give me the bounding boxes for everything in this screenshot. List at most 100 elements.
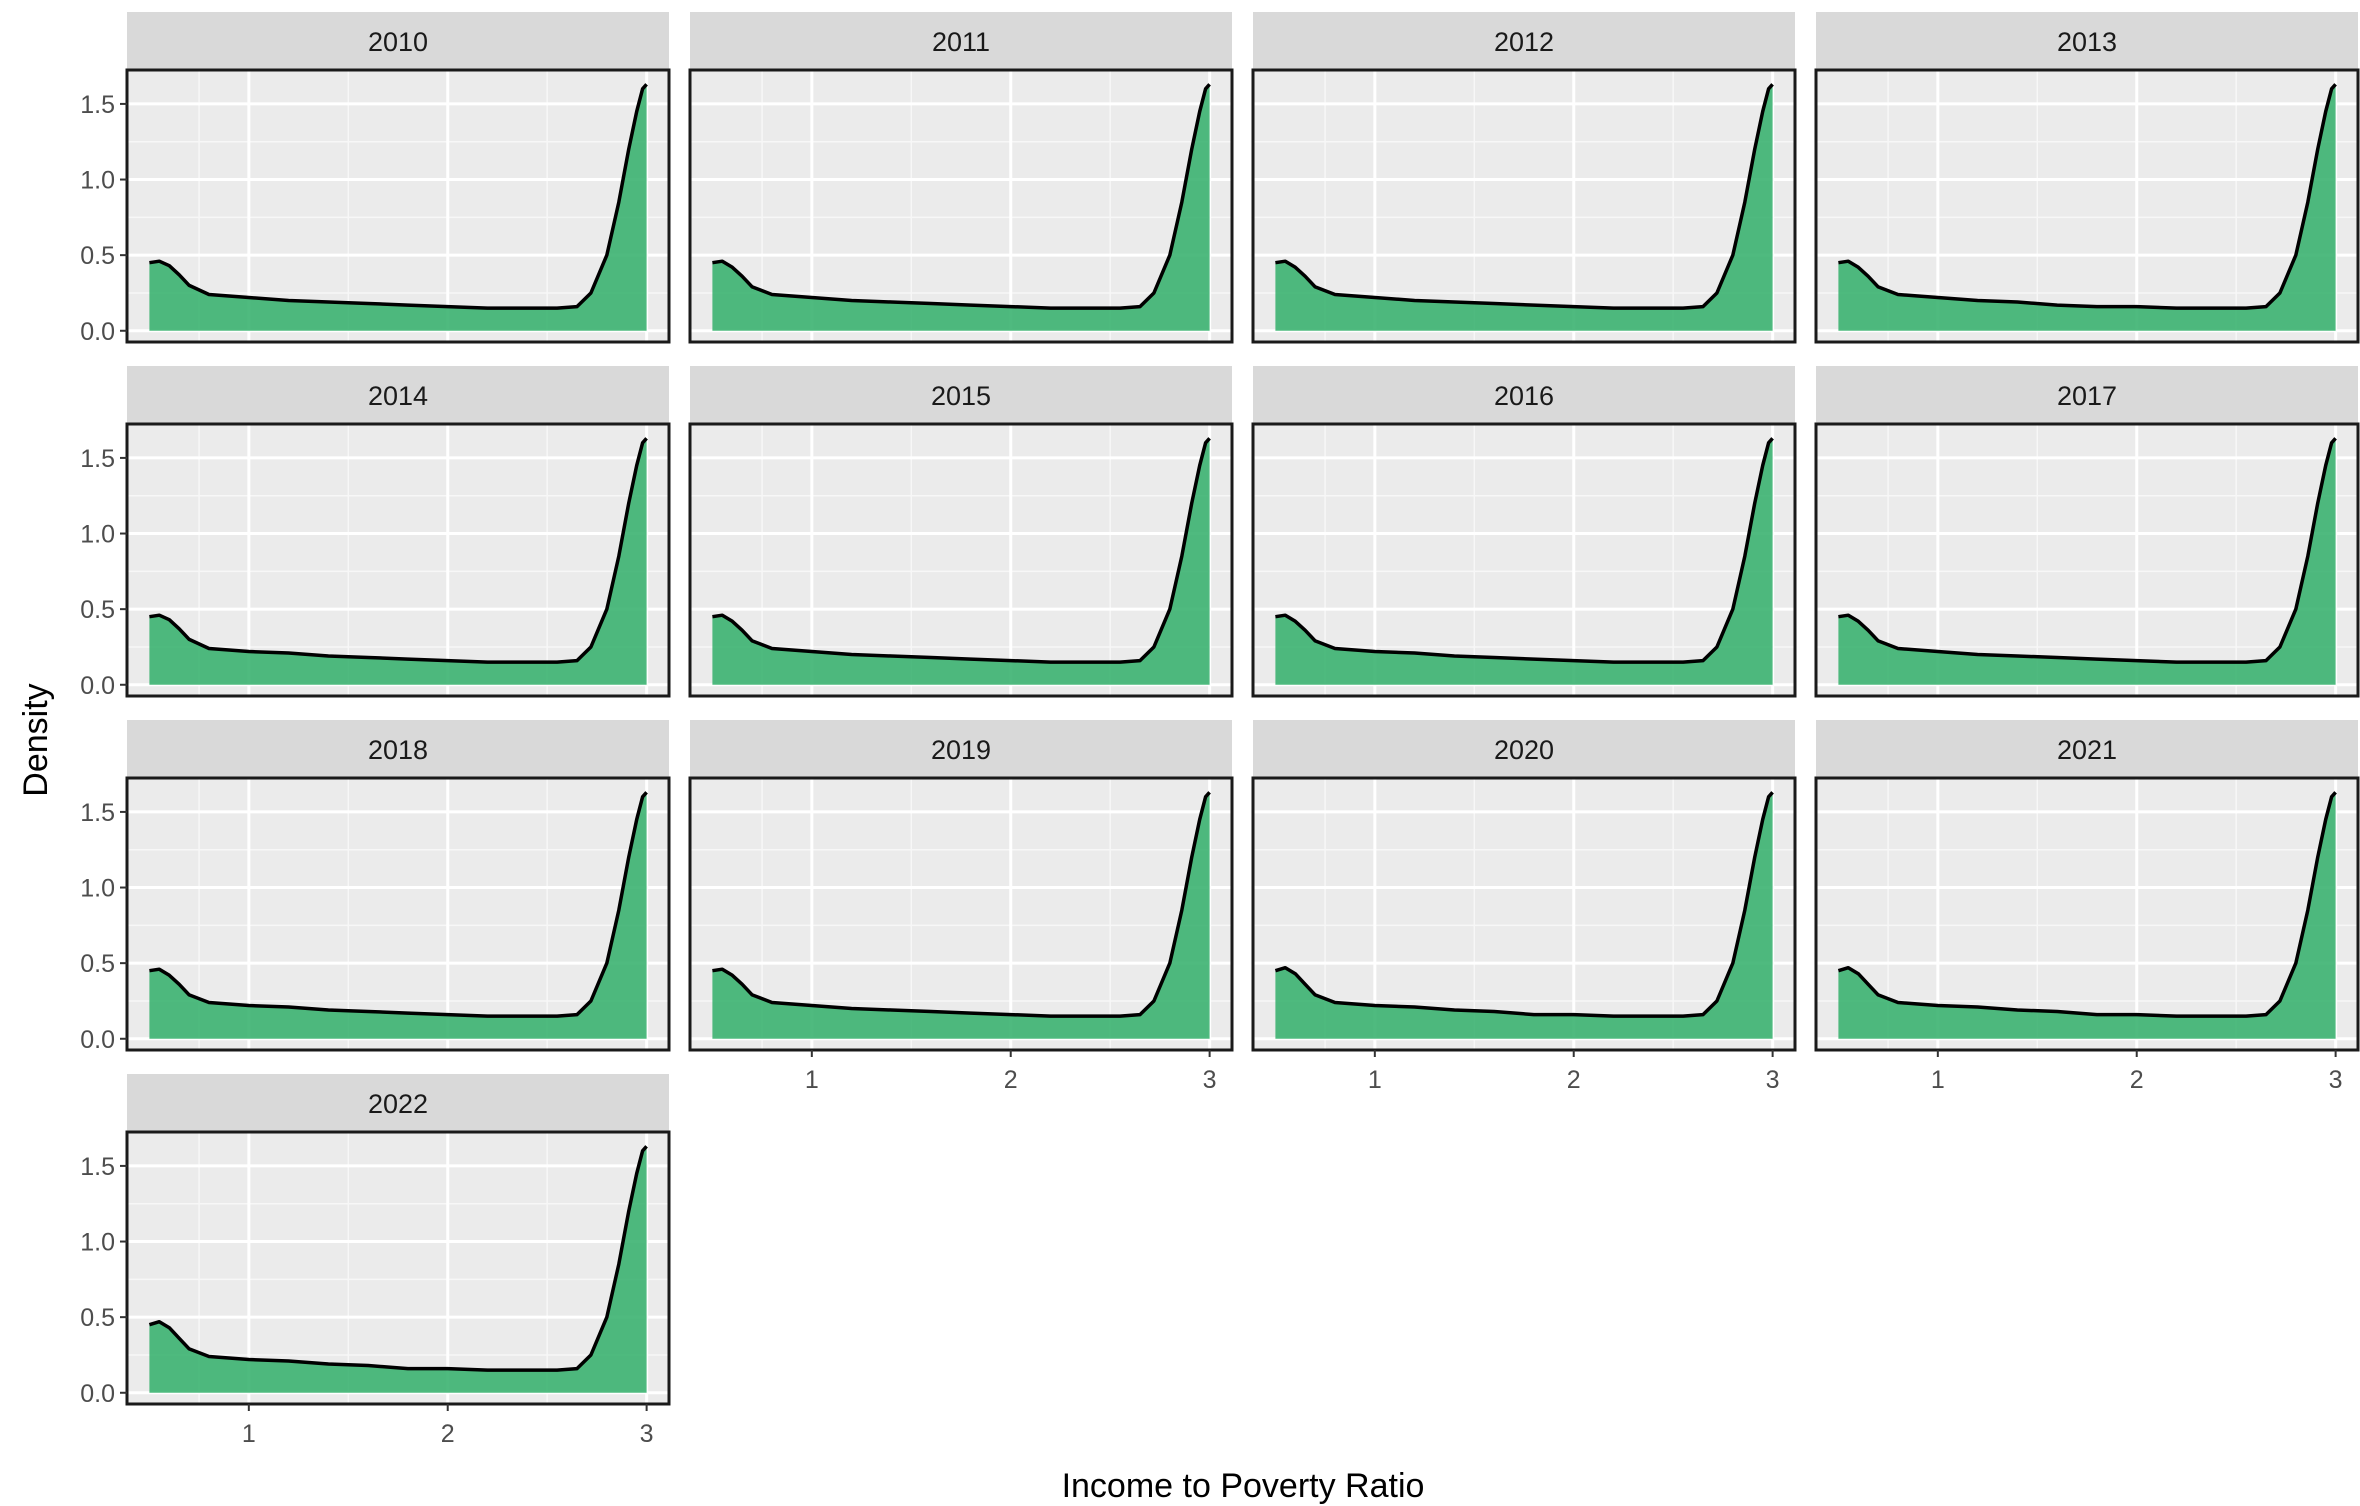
facet-strip [1816, 720, 2358, 778]
x-tick-label: 1 [805, 1066, 819, 1094]
density-area [1838, 438, 2336, 685]
density-area [712, 792, 1210, 1039]
density-curve [1837, 791, 2337, 1018]
facet-strip [1816, 366, 2358, 424]
y-tick-label: 1.5 [80, 445, 115, 473]
x-tick-label: 1 [1368, 1066, 1382, 1094]
panel-border [1251, 422, 1797, 698]
facet-strip-label: 2012 [1494, 27, 1554, 57]
x-tick-label: 1 [1931, 1066, 1945, 1094]
facet-strip [1816, 12, 2358, 70]
facet-panel-2022: 2022 0.0 0.5 1.0 1.5 1 2 3 [80, 1074, 671, 1448]
facet-strip-label: 2016 [1494, 381, 1554, 411]
x-tick-label: 3 [1203, 1066, 1217, 1094]
y-tick-label: 0.0 [80, 318, 115, 346]
facet-panel-2020: 2020 1 2 3 [1251, 720, 1797, 1094]
x-tick-label: 3 [640, 1420, 654, 1448]
density-curve [149, 437, 648, 664]
facet-panel-2016: 2016 [1251, 366, 1797, 698]
facet-strip [690, 366, 1232, 424]
panel-border [1814, 776, 2360, 1052]
y-tick-label: 1.0 [80, 167, 115, 195]
density-curve [1274, 791, 1774, 1018]
facet-strip [690, 12, 1232, 70]
y-tick-label: 1.5 [80, 799, 115, 827]
facet-panel-2012: 2012 [1251, 12, 1797, 344]
facets-layer: 2010 0.0 0.5 1.0 1.5 2011 2012 2013 2014 0.0 0.5 1.… [80, 12, 2360, 1448]
density-curve [149, 791, 648, 1018]
y-tick-label: 0.5 [80, 596, 115, 624]
x-tick-label: 3 [1766, 1066, 1780, 1094]
density-curve [149, 83, 648, 310]
facet-strip-label: 2015 [931, 381, 991, 411]
y-tick-label: 0.5 [80, 1304, 115, 1332]
panel-border [1814, 68, 2360, 344]
density-curve [712, 83, 1211, 310]
facet-strip-label: 2013 [2057, 27, 2117, 57]
facet-strip-label: 2018 [368, 735, 428, 765]
facet-strip [127, 1074, 669, 1132]
y-tick-label: 1.5 [80, 91, 115, 119]
density-area [149, 1146, 647, 1393]
facet-strip-label: 2022 [368, 1089, 428, 1119]
facet-panel-2021: 2021 1 2 3 [1814, 720, 2360, 1094]
density-curve [1838, 437, 2337, 664]
panel-border [1251, 68, 1797, 344]
panel-border [125, 68, 671, 344]
facet-strip-label: 2020 [1494, 735, 1554, 765]
y-axis-title: Density [17, 683, 55, 796]
y-tick-label: 1.5 [80, 1153, 115, 1181]
x-tick-label: 3 [2329, 1066, 2343, 1094]
density-area [149, 438, 647, 685]
x-tick-label: 2 [1567, 1066, 1581, 1094]
panel-border [1251, 776, 1797, 1052]
panel-border [688, 776, 1234, 1052]
facet-strip-label: 2019 [931, 735, 991, 765]
facet-panel-2013: 2013 [1814, 12, 2360, 344]
facet-panel-2018: 2018 0.0 0.5 1.0 1.5 [80, 720, 671, 1054]
facet-panel-2010: 2010 0.0 0.5 1.0 1.5 [80, 12, 671, 346]
x-tick-label: 2 [441, 1420, 455, 1448]
density-area [1838, 84, 2336, 331]
density-curve [148, 1145, 648, 1372]
facet-panel-2019: 2019 1 2 3 [688, 720, 1234, 1094]
density-area [149, 792, 647, 1039]
facet-strip [127, 720, 669, 778]
y-tick-label: 1.0 [80, 1229, 115, 1257]
facet-strip-label: 2011 [932, 27, 990, 57]
y-tick-label: 1.0 [80, 875, 115, 903]
facet-panel-2015: 2015 [688, 366, 1234, 698]
density-curve [1275, 83, 1774, 310]
y-tick-label: 0.0 [80, 672, 115, 700]
density-area [149, 84, 647, 331]
density-curve [712, 791, 1211, 1018]
panel-border [1814, 422, 2360, 698]
panel-border [125, 1130, 671, 1406]
y-tick-label: 0.0 [80, 1026, 115, 1054]
facet-strip-label: 2010 [368, 27, 428, 57]
density-curve [1838, 83, 2337, 310]
facet-panel-2014: 2014 0.0 0.5 1.0 1.5 [80, 366, 671, 700]
facet-panel-2011: 2011 [688, 12, 1234, 344]
facet-panel-2017: 2017 [1814, 366, 2360, 698]
facet-strip-label: 2017 [2057, 381, 2117, 411]
density-area [712, 438, 1210, 685]
panel-border [125, 776, 671, 1052]
density-area [712, 84, 1210, 331]
facet-strip [127, 366, 669, 424]
facet-strip-label: 2021 [2057, 735, 2117, 765]
x-tick-label: 1 [242, 1420, 256, 1448]
density-area [1275, 792, 1773, 1039]
density-curve [1275, 437, 1774, 664]
facet-strip [690, 720, 1232, 778]
density-curve [712, 437, 1211, 664]
y-tick-label: 0.0 [80, 1380, 115, 1408]
panel-border [125, 422, 671, 698]
y-tick-label: 1.0 [80, 521, 115, 549]
facet-strip [1253, 366, 1795, 424]
x-tick-label: 2 [2130, 1066, 2144, 1094]
y-tick-label: 0.5 [80, 950, 115, 978]
facet-strip [1253, 12, 1795, 70]
x-tick-label: 2 [1004, 1066, 1018, 1094]
